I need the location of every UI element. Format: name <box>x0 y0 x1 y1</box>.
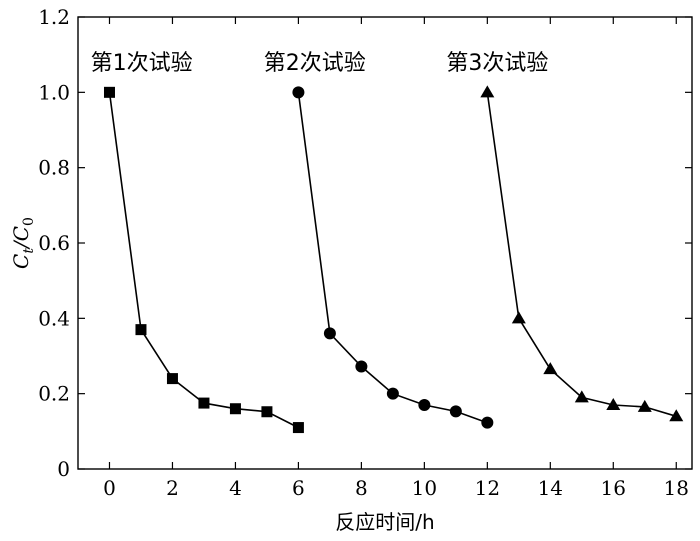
circle-marker <box>292 86 305 99</box>
x-tick-label: 2 <box>166 476 179 500</box>
square-marker <box>261 406 273 418</box>
x-tick-label: 14 <box>538 476 563 500</box>
annotations: 第1次试验 第2次试验 第3次试验 <box>91 51 549 76</box>
y-tick-label: 1.0 <box>38 80 70 104</box>
x-tick-label: 8 <box>355 476 368 500</box>
trial-annotation: 第1次试验 <box>91 51 193 76</box>
y-tick-label: 0.2 <box>38 382 70 406</box>
triangle-marker <box>480 85 495 98</box>
x-axis-title: 反应时间/h <box>335 510 434 534</box>
circle-marker <box>323 327 336 340</box>
y-axis-title: Ct/C0 <box>9 217 37 269</box>
series-1 <box>103 86 304 434</box>
triangle-marker <box>669 409 684 422</box>
series-line <box>486 92 677 418</box>
y-axis-title-main: C <box>9 254 33 269</box>
circle-marker <box>386 387 399 400</box>
triangle-marker <box>606 397 621 410</box>
triangle-marker <box>543 362 558 375</box>
x-tick-label: 0 <box>103 476 116 500</box>
square-marker <box>292 422 304 434</box>
y-axis-title-sub-t: t <box>21 248 37 254</box>
square-marker <box>229 403 241 415</box>
square-marker <box>135 324 147 336</box>
y-tick-label: 0 <box>57 457 70 481</box>
trial-annotation: 第2次试验 <box>264 51 366 76</box>
series-2 <box>292 86 494 429</box>
y-axis-title-sub-0: 0 <box>21 217 37 226</box>
series-layer <box>103 85 684 434</box>
circle-marker <box>418 398 431 411</box>
triangle-marker <box>637 399 652 412</box>
x-tick-label: 4 <box>229 476 242 500</box>
circle-marker <box>355 360 368 373</box>
x-tick-label: 10 <box>412 476 437 500</box>
x-tick-label: 18 <box>664 476 689 500</box>
series-line <box>297 92 488 424</box>
triangle-marker <box>574 390 589 403</box>
x-tick-label: 16 <box>601 476 626 500</box>
triangle-marker <box>511 311 526 324</box>
square-marker <box>198 397 210 409</box>
series-line <box>108 92 299 429</box>
x-tick-label: 12 <box>475 476 500 500</box>
y-tick-label: 0.8 <box>38 156 70 180</box>
square-marker <box>103 86 115 98</box>
trial-annotation: 第3次试验 <box>446 51 548 76</box>
x-tick-label: 6 <box>292 476 305 500</box>
y-tick-label: 1.2 <box>38 5 70 29</box>
square-marker <box>166 373 178 385</box>
series-3 <box>480 85 684 422</box>
axis-ticks: 0 2 4 6 8 10 12 14 16 18 0 0.2 0.4 0.6 0.8 1.0 1.2 <box>38 5 692 500</box>
y-axis-title-mid: /C <box>9 226 33 250</box>
y-tick-label: 0.6 <box>38 231 70 255</box>
circle-marker <box>449 405 462 418</box>
circle-marker <box>481 416 494 429</box>
y-tick-label: 0.4 <box>38 306 70 330</box>
